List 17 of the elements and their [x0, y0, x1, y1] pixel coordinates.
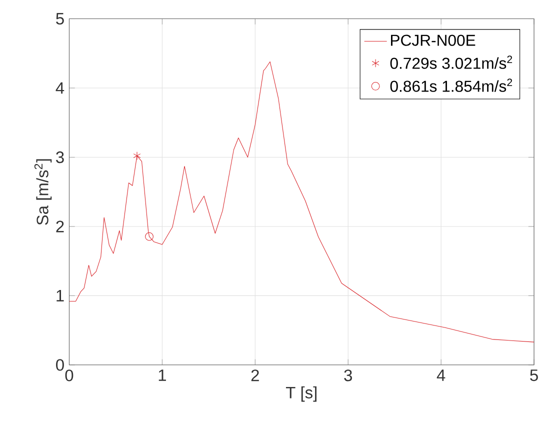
y-axis-title: Sa [m/s$^{2}$] [34, 159, 52, 225]
x-tick-label: 2 [251, 369, 259, 381]
y-tick-label: 2 [56, 220, 64, 232]
y-tick-label: 3 [56, 151, 64, 163]
y-tick-label: 0 [56, 359, 64, 371]
y-tick-label: 1 [56, 290, 64, 302]
legend-label: PCJR-N00E [391, 34, 476, 46]
x-tick-label: 4 [436, 369, 446, 381]
x-tick-label: 3 [344, 369, 352, 382]
y-tick-label: 5 [56, 12, 64, 24]
x-axis-title: T [s] [286, 386, 316, 402]
y-tick-label: 4 [56, 82, 64, 94]
legend-label: 0.729s 3.021m/s$^{2}$ [390, 56, 512, 69]
legend-label: 0.861s 1.854m/s$^{2}$ [390, 78, 512, 92]
x-tick-label: 5 [530, 369, 538, 381]
x-tick-label: 1 [158, 369, 166, 381]
x-tick-label: 0 [65, 369, 74, 382]
